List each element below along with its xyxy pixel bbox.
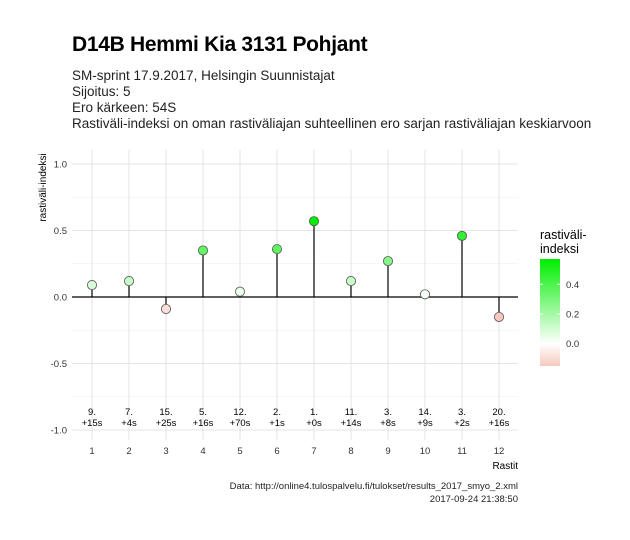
rank-label: 7. [125,407,133,418]
legend-color-bar [540,259,560,366]
x-axis-title: Rastit [492,461,518,472]
plot-panel [72,150,518,440]
rank-label: 12. [233,407,246,418]
time-diff-label: +70s [230,418,251,429]
rank-label: 15. [159,407,172,418]
rank-label: 2. [273,407,281,418]
rank-label: 3. [458,407,466,418]
rank-label: 20. [492,407,505,418]
y-tick-label: -1.0 [51,426,67,437]
legend-tick-label: 0.0 [566,339,579,350]
time-diff-label: +8s [380,418,396,429]
timestamp-caption: 2017-09-24 21:38:50 [429,494,518,505]
time-diff-label: +2s [454,418,470,429]
time-diff-label: +25s [156,418,177,429]
x-tick-label: 3 [163,446,168,457]
time-diff-label: +9s [417,418,433,429]
subtitle-description: Rastiväli-indeksi on oman rastiväliajan … [72,116,592,131]
time-diff-label: +0s [306,418,322,429]
rank-label: 14. [418,407,431,418]
data-point [124,276,135,287]
rank-label: 9. [88,407,96,418]
data-point [493,311,504,322]
time-diff-label: +16s [193,418,214,429]
data-point [419,289,430,300]
x-tick-label: 1 [89,446,94,457]
y-tick-label: -0.5 [51,359,67,370]
subtitle-event: SM-sprint 17.9.2017, Helsingin Suunnista… [72,68,335,83]
x-tick-label: 5 [237,446,242,457]
time-diff-label: +4s [121,418,137,429]
y-axis-title: rastiväli-indeksi [38,153,49,221]
time-diff-label: +15s [82,418,103,429]
subtitle-gap: Ero kärkeen: 54S [72,100,177,115]
subtitle-placing: Sijoitus: 5 [72,84,131,99]
data-point [160,303,171,314]
x-tick-label: 4 [200,446,205,457]
data-point [345,276,356,287]
rank-label: 3. [384,407,392,418]
x-tick-label: 12 [494,446,505,457]
rank-label: 11. [345,407,358,418]
x-tick-label: 11 [457,446,467,457]
data-point [234,286,245,297]
data-point [382,256,393,267]
x-tick-label: 9 [385,446,390,457]
y-tick-label: 1.0 [54,160,67,171]
x-tick-label: 2 [126,446,131,457]
time-diff-label: +16s [489,418,510,429]
y-tick-label: 0.5 [54,226,67,237]
chart-title: D14B Hemmi Kia 3131 Pohjant [72,33,368,56]
time-diff-label: +1s [269,418,285,429]
data-point [456,230,467,241]
rank-label: 1. [310,407,318,418]
data-point [271,244,282,255]
legend-title: rastiväli- [540,228,587,242]
data-point [197,245,208,256]
x-tick-label: 6 [274,446,279,457]
y-tick-label: 0.0 [54,293,67,304]
legend-tick-label: 0.2 [566,309,579,320]
x-tick-label: 10 [420,446,431,457]
legend-title: indeksi [540,242,579,256]
data-source-caption: Data: http://online4.tulospalvelu.fi/tul… [229,481,518,492]
x-tick-label: 8 [348,446,353,457]
data-point [87,280,98,291]
time-diff-label: +14s [341,418,362,429]
x-tick-label: 7 [311,446,316,457]
legend-tick-label: 0.4 [566,280,579,291]
data-point [308,216,319,227]
rank-label: 5. [199,407,207,418]
